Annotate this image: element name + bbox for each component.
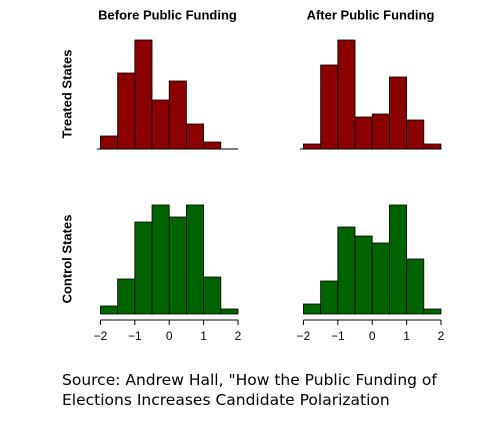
bar <box>100 135 119 150</box>
bar <box>117 72 136 150</box>
bar <box>337 226 356 315</box>
bar <box>117 278 136 315</box>
bar <box>100 305 119 315</box>
x-tick-label: 2 <box>235 329 242 343</box>
bar <box>320 280 339 315</box>
bar <box>406 258 425 315</box>
bar <box>371 113 390 150</box>
bar <box>389 76 408 150</box>
bar <box>303 303 322 315</box>
bar <box>134 221 153 315</box>
x-tick-label: 0 <box>166 329 173 343</box>
bar <box>168 80 187 150</box>
bar <box>423 143 442 150</box>
bar <box>151 99 170 150</box>
x-tick-label: 1 <box>200 329 207 343</box>
x-tick-label: −2 <box>94 329 108 343</box>
bar <box>354 116 373 150</box>
bar <box>203 276 222 315</box>
bar <box>354 235 373 315</box>
bar <box>134 39 153 150</box>
row-label: Treated States <box>59 50 74 139</box>
bar <box>303 143 322 150</box>
bar <box>186 123 205 150</box>
source-note: Source: Andrew Hall, "How the Public Fun… <box>62 371 437 409</box>
bar <box>186 204 205 315</box>
panel-title: After Public Funding <box>307 7 435 22</box>
bar <box>337 39 356 150</box>
bar <box>406 119 425 150</box>
bar <box>389 204 408 315</box>
x-tick-label: −1 <box>128 329 142 343</box>
bar <box>220 308 239 315</box>
bar <box>423 308 442 315</box>
row-label: Control States <box>59 215 74 304</box>
x-tick-label: 0 <box>369 329 376 343</box>
bar <box>151 204 170 315</box>
chart: Before Public Funding Treated States After… <box>59 7 445 343</box>
x-tick-label: −2 <box>297 329 311 343</box>
x-tick-label: −1 <box>331 329 345 343</box>
bar <box>371 242 390 315</box>
x-tick-label: 2 <box>438 329 445 343</box>
bar <box>203 141 222 150</box>
panel-title: Before Public Funding <box>98 7 237 22</box>
bar <box>320 64 339 150</box>
x-tick-label: 1 <box>403 329 410 343</box>
bar <box>168 216 187 315</box>
